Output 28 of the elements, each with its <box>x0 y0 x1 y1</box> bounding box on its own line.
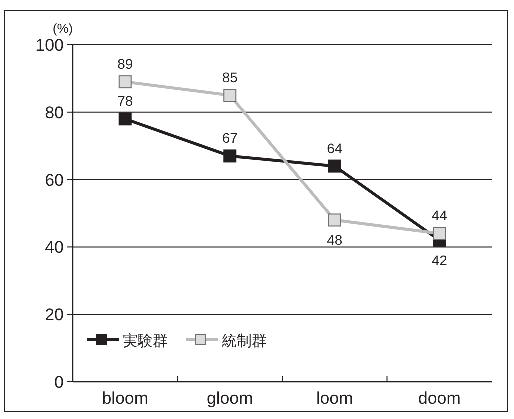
point <box>224 150 237 163</box>
point <box>118 112 132 126</box>
y-tick-label: 60 <box>45 170 64 190</box>
point <box>224 89 237 102</box>
point <box>328 214 342 227</box>
legend-label: 統制群 <box>222 333 267 350</box>
data-label: 42 <box>432 252 448 268</box>
legend-label: 実験群 <box>123 333 168 350</box>
data-label: 67 <box>222 130 238 146</box>
data-label: 44 <box>432 208 448 224</box>
point <box>118 76 132 89</box>
x-tick-label: doom <box>418 389 461 408</box>
y-tick-label: 20 <box>45 306 64 325</box>
x-tick-label: loom <box>316 389 354 408</box>
x-tick-label: bloom <box>102 389 149 408</box>
data-label: 85 <box>222 70 238 86</box>
data-label: 89 <box>118 56 134 72</box>
y-tick-label: 100 <box>36 36 64 55</box>
y-tick-label: 80 <box>45 103 64 122</box>
y-tick-label: 0 <box>54 373 64 392</box>
data-label: 64 <box>327 140 343 156</box>
y-tick-label: 40 <box>45 238 64 258</box>
point <box>433 227 446 240</box>
data-label: 48 <box>327 232 343 248</box>
x-tick-label: gloom <box>206 389 254 408</box>
data-label: 78 <box>118 93 134 110</box>
y-axis-title: (%) <box>52 21 74 36</box>
point <box>328 160 342 173</box>
